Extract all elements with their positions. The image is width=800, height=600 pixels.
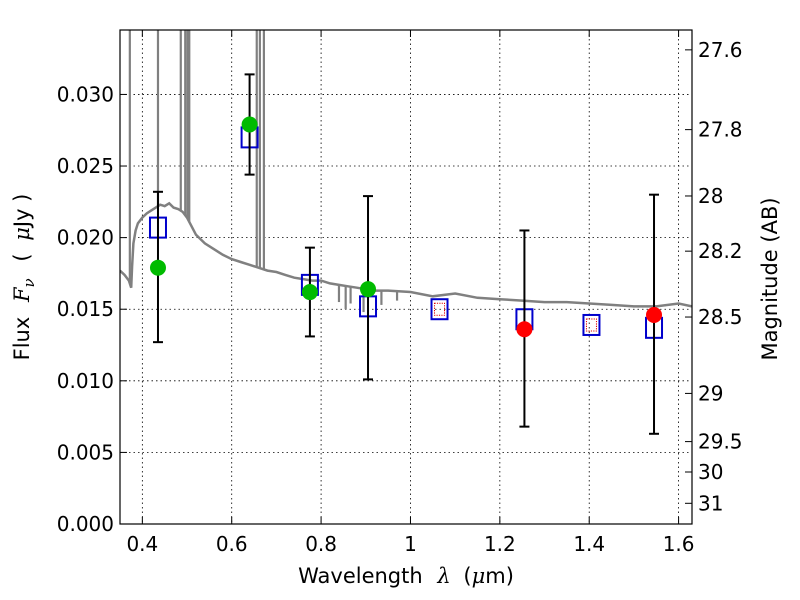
mag-tick-label: 27.6 [698, 38, 743, 62]
y-axis-left: 0.000 0.005 0.010 0.015 0.020 0.025 0.030 [57, 82, 127, 536]
mag-tick-label: 28 [698, 184, 723, 208]
x-tick-label: 0.8 [305, 532, 337, 556]
x-axis: 0.4 0.6 0.8 1 1.2 1.4 1.6 [126, 30, 695, 556]
observed-point [149, 259, 166, 276]
observed-point [646, 306, 663, 323]
y-tick-label: 0.010 [57, 369, 114, 393]
y-axis-right: 27.6 27.8 28 28.2 28.5 29 29.5 30 31 [685, 38, 743, 515]
y-tick-label: 0.005 [57, 440, 114, 464]
x-tick-label: 1.2 [484, 532, 516, 556]
mag-tick-label: 29.5 [698, 430, 743, 454]
observed-point [241, 116, 258, 133]
model-square [582, 313, 601, 336]
x-tick-label: 0.4 [126, 532, 158, 556]
mag-tick-label: 31 [698, 491, 723, 515]
spectrum-line [120, 201, 692, 308]
y-tick-label: 0.000 [57, 512, 114, 536]
mag-tick-label: 30 [698, 460, 723, 484]
y-tick-label: 0.015 [57, 297, 114, 321]
x-tick-label: 1 [404, 532, 417, 556]
plot-frame [119, 29, 693, 525]
plot-area [120, 30, 692, 435]
model-square [430, 298, 449, 321]
mag-tick-label: 27.8 [698, 118, 743, 142]
mag-tick-label: 28.2 [698, 239, 743, 263]
x-axis-title: Wavelength λ (μm) [298, 564, 514, 588]
x-tick-label: 1.6 [663, 532, 695, 556]
y-tick-label: 0.025 [57, 154, 114, 178]
y-tick-label: 0.030 [57, 82, 114, 106]
mag-tick-label: 28.5 [698, 305, 743, 329]
y-axis-title: Flux Fν ( μJy ) [10, 194, 39, 361]
x-tick-label: 0.6 [216, 532, 248, 556]
y-tick-label: 0.020 [57, 226, 114, 250]
x-tick-label: 1.4 [573, 532, 605, 556]
small-red-square [585, 318, 597, 332]
observed-point [301, 284, 318, 301]
small-red-square [434, 302, 446, 316]
y2-axis-title: Magnitude (AB) [758, 197, 782, 360]
mag-tick-label: 29 [698, 381, 723, 405]
observed-point [360, 281, 377, 298]
observed-point [516, 321, 533, 338]
